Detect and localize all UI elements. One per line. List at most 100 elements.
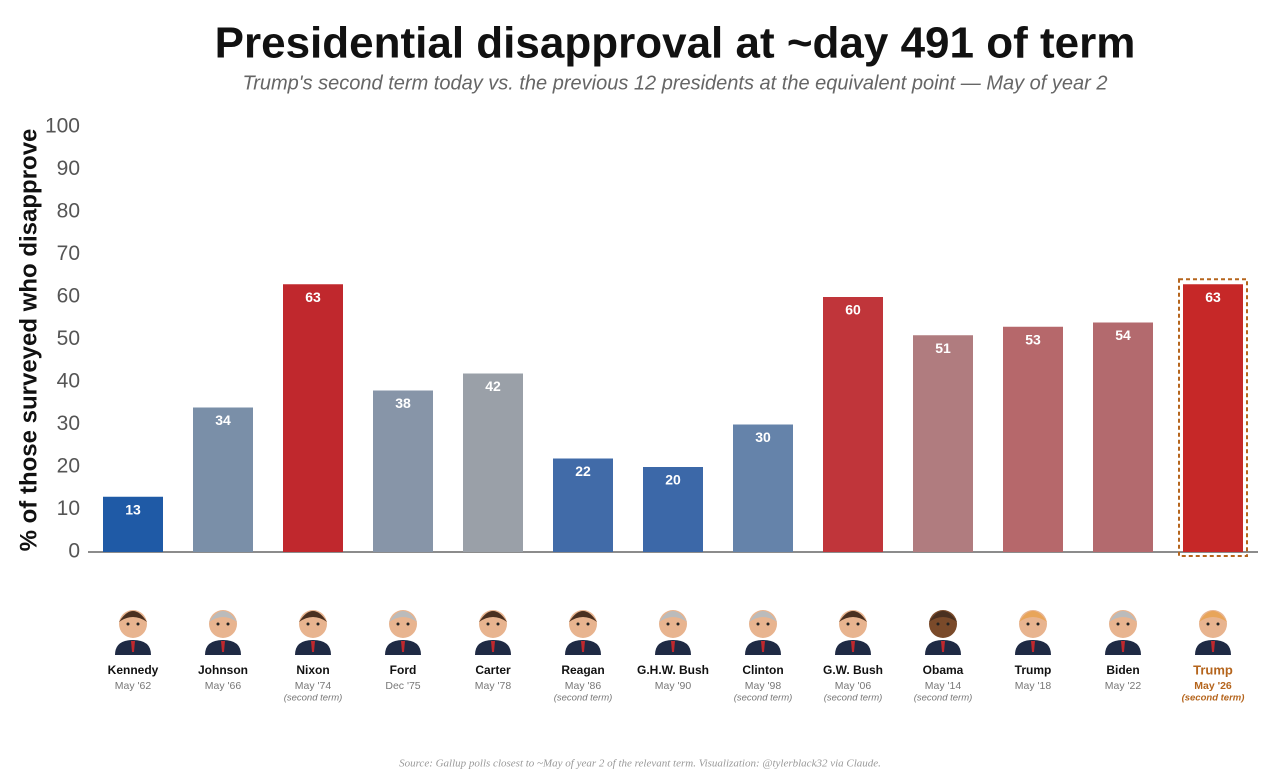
- y-tick-label: 40: [57, 370, 80, 393]
- date-label: May '62: [115, 680, 152, 692]
- term-note: (second term): [1182, 693, 1245, 704]
- portrait-eye: [496, 622, 500, 626]
- portrait-tie: [581, 641, 585, 652]
- y-tick-label: 100: [45, 115, 80, 138]
- portrait-eye: [136, 622, 140, 626]
- x-tick-label: Kennedy: [108, 663, 159, 677]
- bar: [553, 458, 613, 552]
- x-tick-label: G.W. Bush: [823, 663, 883, 677]
- x-tick-label: Trump: [1015, 663, 1052, 677]
- y-tick-label: 80: [57, 200, 80, 223]
- value-label: 63: [1205, 289, 1221, 305]
- portrait-eye: [486, 622, 490, 626]
- x-tick-label: G.H.W. Bush: [637, 663, 709, 677]
- portrait-hair: [839, 611, 867, 622]
- date-label: May '66: [205, 680, 242, 692]
- portrait-tie: [491, 641, 495, 652]
- highlight-box: [1178, 278, 1248, 557]
- term-note: (second term): [824, 693, 883, 704]
- bar: [643, 467, 703, 552]
- y-tick-label: 30: [57, 412, 80, 435]
- y-tick-label: 90: [57, 157, 80, 180]
- portrait-eye: [316, 622, 320, 626]
- value-label: 30: [755, 429, 771, 445]
- portrait-tie: [311, 641, 315, 652]
- portrait-eye: [676, 622, 680, 626]
- portrait-eye: [396, 622, 400, 626]
- portrait-eye: [936, 622, 940, 626]
- portrait-tie: [851, 641, 855, 652]
- value-label: 63: [305, 289, 321, 305]
- chart-subtitle: Trump's second term today vs. the previo…: [243, 72, 1108, 94]
- date-label: May '06: [835, 680, 872, 692]
- x-tick-label: Ford: [390, 663, 417, 677]
- value-label: 42: [485, 378, 501, 394]
- y-tick-label: 20: [57, 455, 80, 478]
- portrait-hair: [1109, 611, 1137, 622]
- x-tick-label: Johnson: [198, 663, 248, 677]
- value-label: 20: [665, 472, 681, 488]
- portrait-tie: [131, 641, 135, 652]
- portrait-tie: [401, 641, 405, 652]
- date-label: May '86: [565, 680, 602, 692]
- portrait-eye: [666, 622, 670, 626]
- portrait-eye: [1116, 622, 1120, 626]
- portrait-eye: [1036, 622, 1040, 626]
- chart-title: Presidential disapproval at ~day 491 of …: [215, 19, 1136, 68]
- bar: [463, 373, 523, 552]
- portrait-hair: [299, 611, 327, 622]
- portrait-eye: [586, 622, 590, 626]
- portrait-eye: [766, 622, 770, 626]
- bar: [1093, 322, 1153, 552]
- value-label: 34: [215, 412, 231, 428]
- date-label: May '98: [745, 680, 782, 692]
- value-label: 60: [845, 302, 861, 318]
- x-tick-label: Obama: [923, 663, 964, 677]
- date-label: May '78: [475, 680, 512, 692]
- value-label: 22: [575, 463, 591, 479]
- portrait-eye: [856, 622, 860, 626]
- bar: [103, 496, 163, 552]
- portrait-tie: [1031, 641, 1035, 652]
- portrait-hair: [1019, 611, 1047, 622]
- portrait-hair: [479, 611, 507, 622]
- value-label: 13: [125, 501, 141, 517]
- date-label: May '22: [1105, 680, 1142, 692]
- portrait-hair: [569, 611, 597, 622]
- portrait-eye: [1216, 622, 1220, 626]
- portrait-eye: [846, 622, 850, 626]
- portrait-hair: [929, 611, 957, 622]
- bar: [913, 335, 973, 552]
- portrait-eye: [1026, 622, 1030, 626]
- date-label: May '74: [295, 680, 332, 692]
- portrait-eye: [1126, 622, 1130, 626]
- bar: [1003, 326, 1063, 552]
- bar: [1183, 284, 1243, 552]
- term-note: (second term): [284, 693, 343, 704]
- value-label: 53: [1025, 331, 1041, 347]
- portrait-tie: [1121, 641, 1125, 652]
- portrait-hair: [749, 611, 777, 622]
- bar: [733, 424, 793, 552]
- x-tick-label: Reagan: [561, 663, 604, 677]
- value-label: 51: [935, 340, 951, 356]
- y-tick-label: 70: [57, 242, 80, 265]
- portrait-hair: [659, 611, 687, 622]
- portrait-tie: [761, 641, 765, 652]
- x-tick-label: Biden: [1106, 663, 1139, 677]
- bar: [373, 390, 433, 552]
- portrait-tie: [941, 641, 945, 652]
- portrait-eye: [226, 622, 230, 626]
- portrait-eye: [306, 622, 310, 626]
- portrait-eye: [126, 622, 130, 626]
- date-label: May '18: [1015, 680, 1052, 692]
- date-label: May '14: [925, 680, 962, 692]
- term-note: (second term): [914, 693, 973, 704]
- portrait-eye: [756, 622, 760, 626]
- x-tick-label: Clinton: [742, 663, 783, 677]
- value-label: 38: [395, 395, 411, 411]
- y-tick-label: 10: [57, 497, 80, 520]
- portrait-hair: [119, 611, 147, 622]
- term-note: (second term): [554, 693, 613, 704]
- portrait-hair: [1199, 611, 1227, 622]
